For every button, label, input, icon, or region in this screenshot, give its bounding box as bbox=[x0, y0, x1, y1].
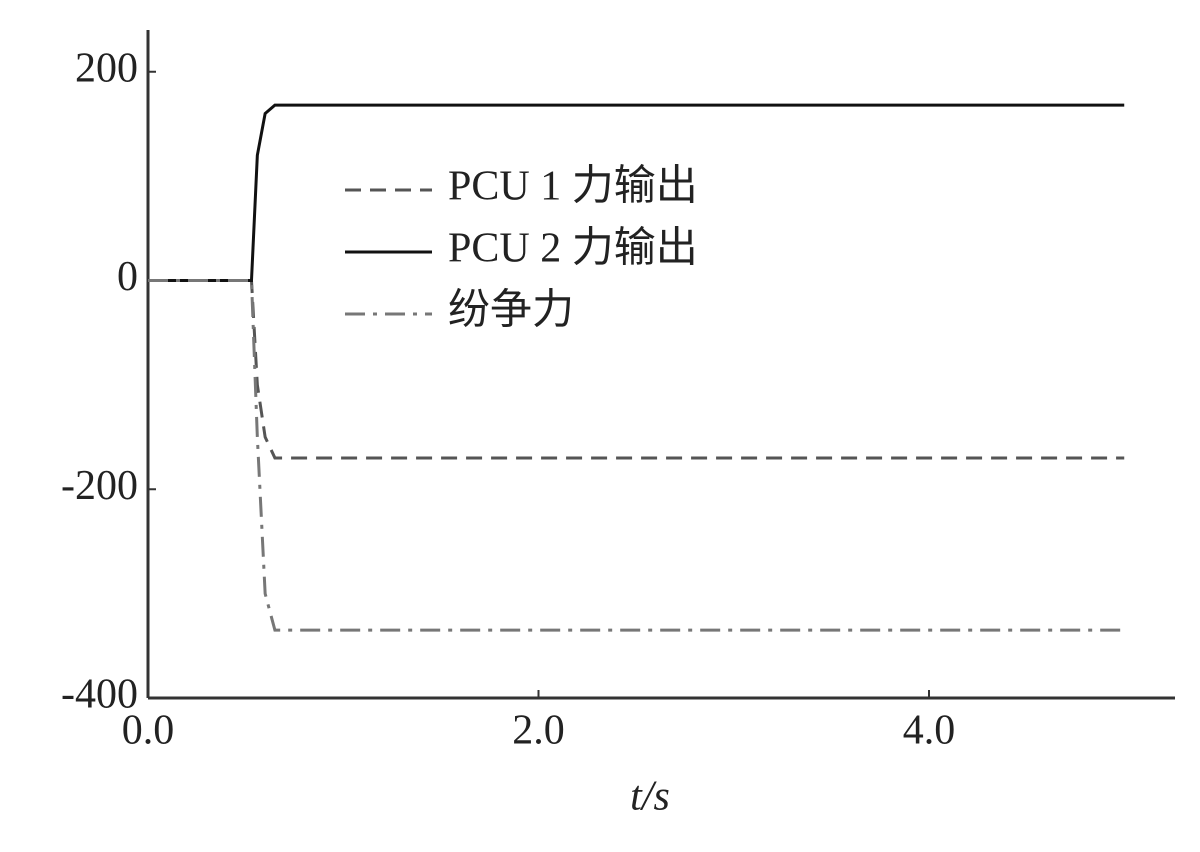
legend-label: PCU 2 力输出 bbox=[448, 226, 698, 272]
y-tick-label: -400 bbox=[61, 672, 138, 718]
x-tick-label: 0.0 bbox=[122, 708, 175, 754]
legend-label: PCU 1 力输出 bbox=[448, 164, 698, 210]
x-axis-label: t/s bbox=[630, 774, 670, 820]
legend-label: 纷争力 bbox=[448, 288, 574, 334]
y-tick-label: 200 bbox=[75, 45, 138, 91]
x-tick-label: 2.0 bbox=[512, 708, 565, 754]
series-line bbox=[148, 279, 1125, 460]
y-tick-label: 0 bbox=[117, 254, 138, 300]
x-tick-label: 4.0 bbox=[903, 708, 956, 754]
series-line bbox=[148, 279, 1125, 632]
y-tick-label: -200 bbox=[61, 463, 138, 509]
